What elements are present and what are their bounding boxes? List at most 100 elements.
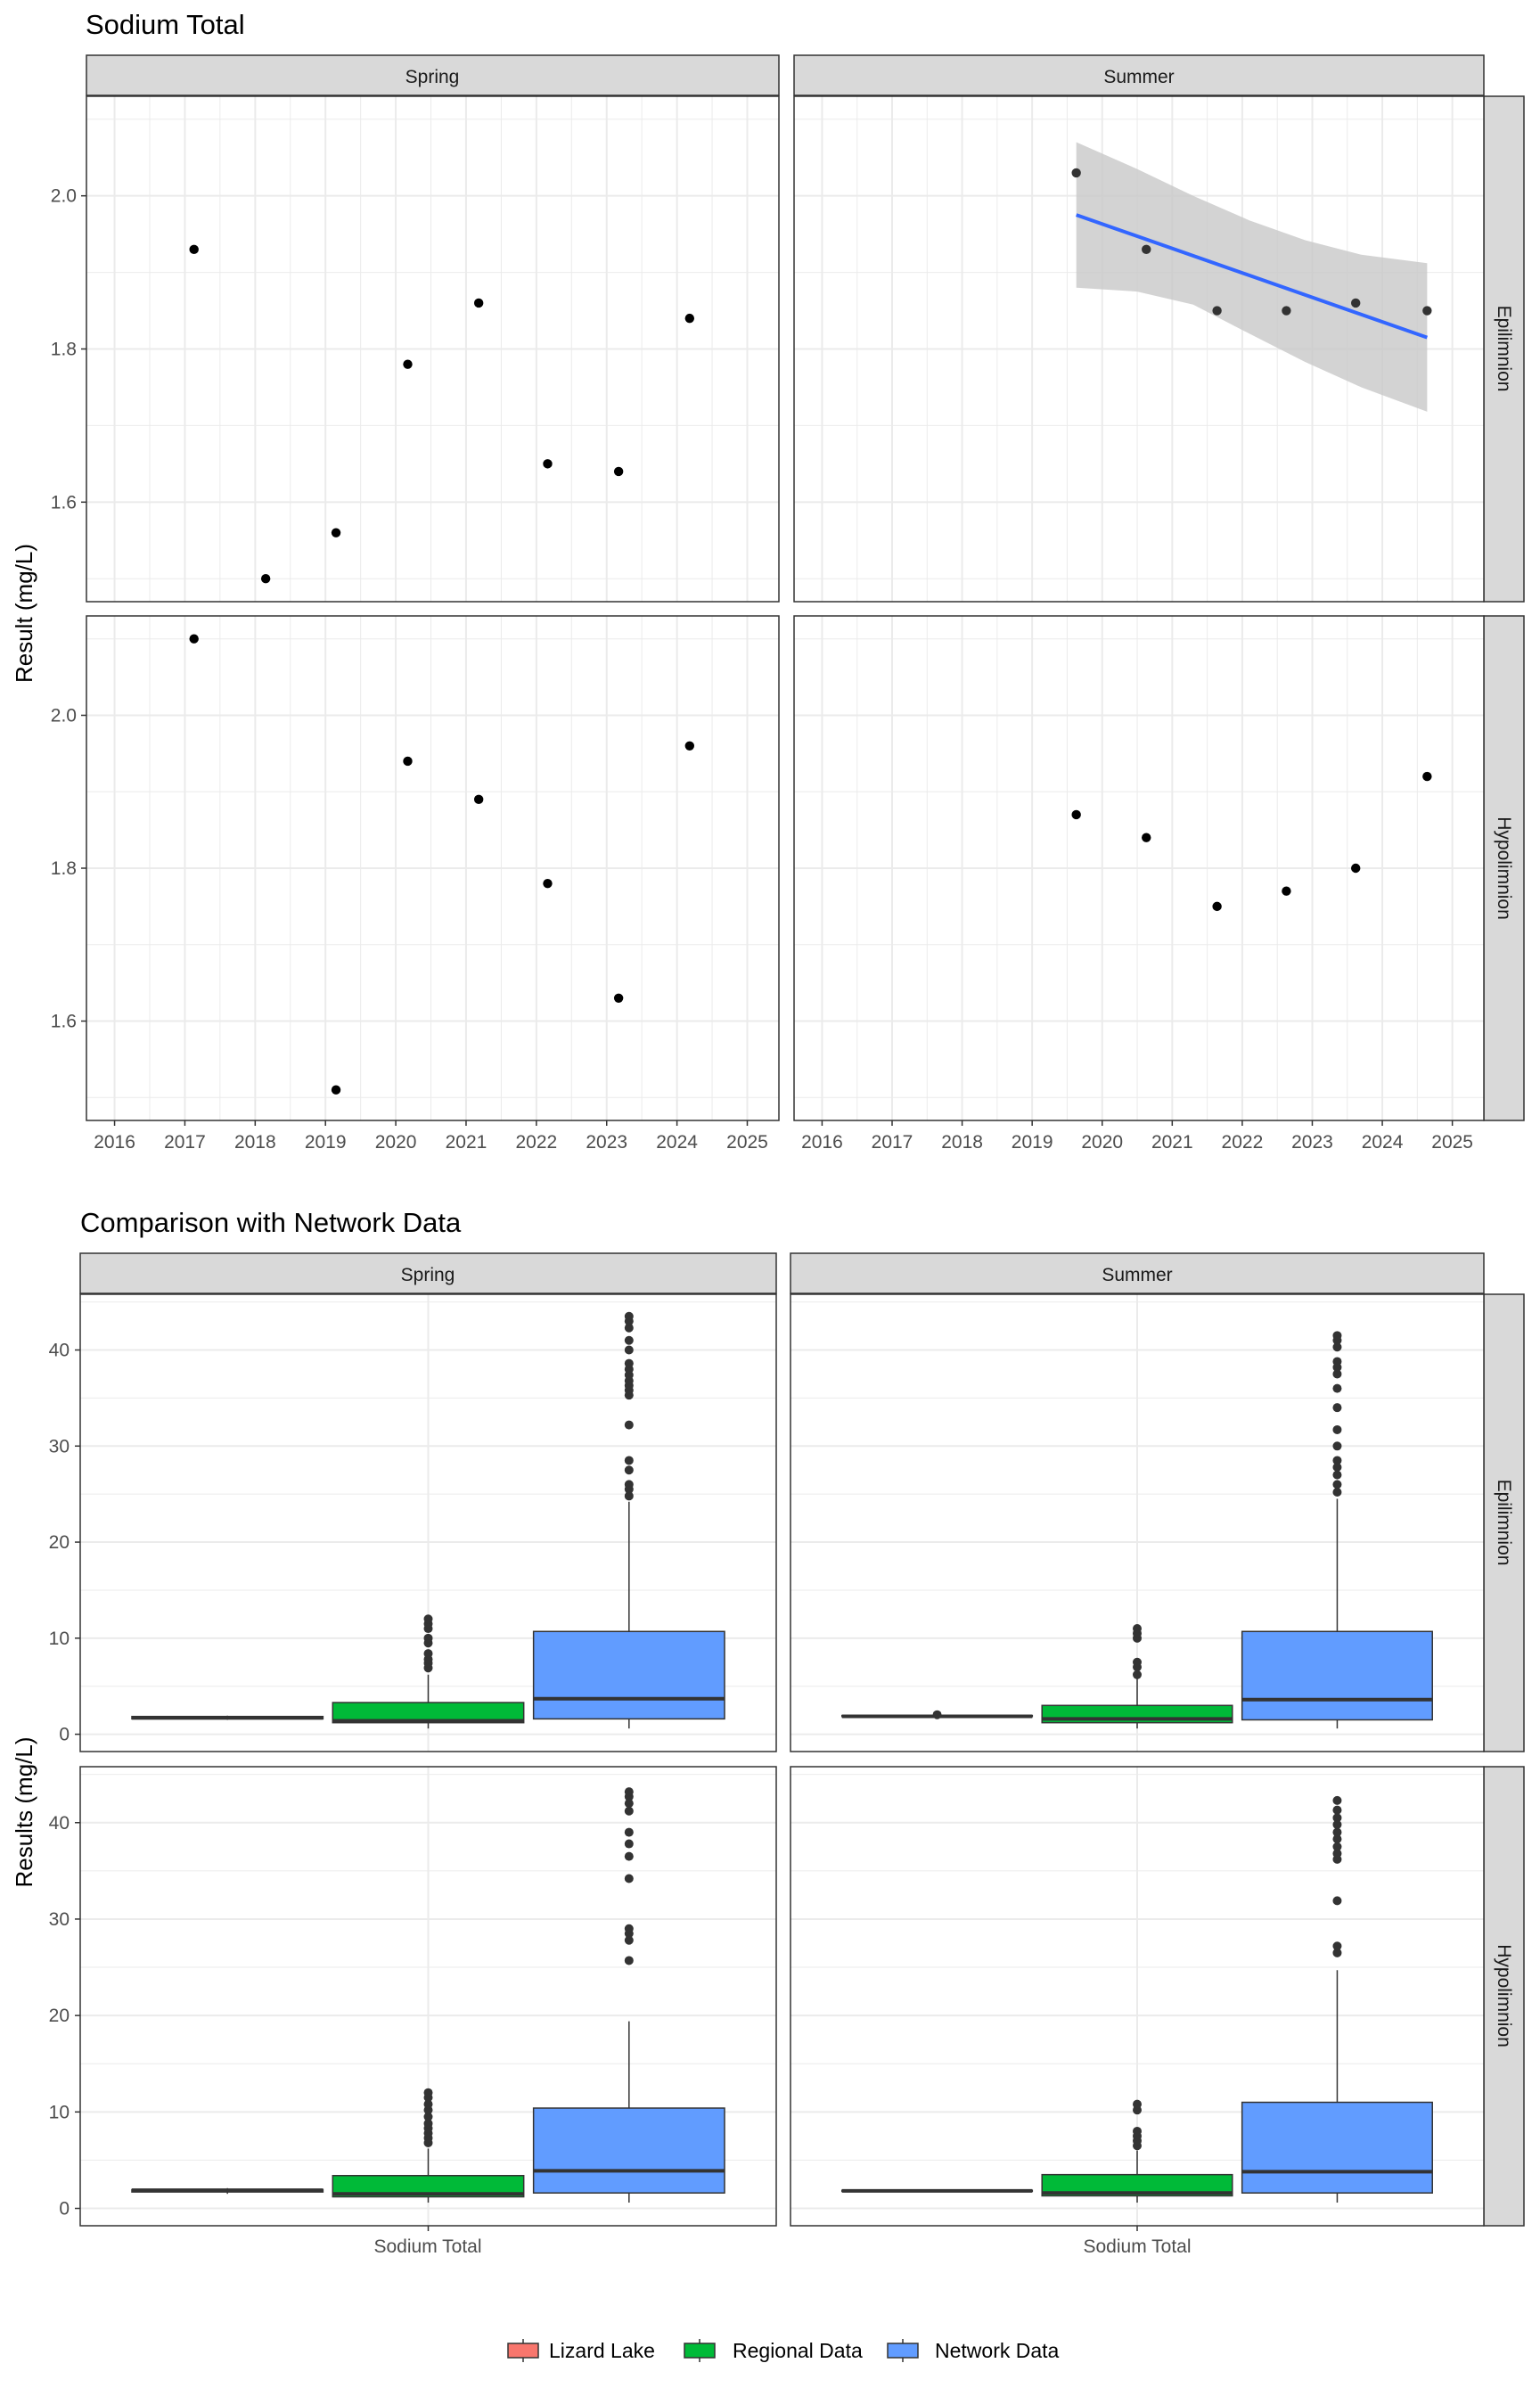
y-tick-label: 40: [49, 1341, 70, 1361]
chart1-y-axis-label: Result (mg/L): [11, 544, 37, 683]
outlier-network-data: [624, 1465, 634, 1475]
legend-swatch-network-data: [887, 2343, 919, 2359]
chart2-x-tick-label-spring: Sodium Total: [373, 2236, 481, 2257]
x-tick-label: 2016: [801, 1132, 843, 1153]
data-point: [1351, 863, 1361, 874]
outlier-network-data: [1332, 1369, 1342, 1379]
y-tick-label: 1.6: [51, 1012, 77, 1032]
y-tick-label: 10: [49, 1629, 70, 1649]
x-tick-label: 2024: [656, 1132, 698, 1153]
outlier-network-data: [1332, 1827, 1342, 1837]
panel-border: [790, 1293, 1485, 1752]
outlier-network-data: [1332, 1488, 1342, 1498]
outlier-network-data: [1332, 1834, 1342, 1844]
data-point: [189, 634, 199, 644]
outlier-network-data: [624, 1420, 634, 1430]
legend-label-lizard-lake: Lizard Lake: [549, 2339, 655, 2362]
data-point: [331, 1085, 341, 1095]
data-point: [403, 359, 413, 369]
x-tick-label: 2024: [1362, 1132, 1404, 1153]
x-tick-label: 2021: [446, 1132, 487, 1153]
data-point: [1142, 833, 1151, 842]
chart1-strip-epilimnion-label: Epilimnion: [1494, 306, 1514, 392]
box-regional-data: [1041, 2173, 1233, 2197]
chart2-strip-summer-label: Summer: [1102, 1265, 1172, 1285]
chart2-panel-spring-epilimnion: [79, 1293, 777, 1752]
outlier-network-data: [1332, 1795, 1342, 1805]
data-point: [403, 756, 413, 767]
outlier-network-data: [1332, 1441, 1342, 1451]
chart1-panel-summer-epilimnion: [793, 95, 1485, 603]
legend-item-lizard-lake: Lizard Lake: [507, 2339, 655, 2362]
x-tick-label: 2018: [941, 1132, 983, 1153]
legend-label-network-data: Network Data: [935, 2339, 1060, 2362]
outlier-network-data: [1332, 1456, 1342, 1465]
outlier-network-data: [624, 1851, 634, 1861]
legend-item-network-data: Network Data: [887, 2339, 1060, 2362]
data-point: [1212, 306, 1222, 316]
outlier-regional-data: [423, 2088, 433, 2097]
outlier-regional-data: [423, 1633, 433, 1643]
panel-border: [79, 1293, 777, 1752]
outlier-regional-data: [1133, 2126, 1142, 2136]
x-tick-label: 2016: [94, 1132, 135, 1153]
outlier-network-data: [1332, 1941, 1342, 1951]
x-tick-label: 2017: [164, 1132, 206, 1153]
chart2-strip-hypolimnion: Hypolimnion: [1483, 1766, 1525, 2227]
box-network-data: [1241, 2101, 1433, 2194]
outlier-network-data: [1332, 1813, 1342, 1823]
chart2-title: Comparison with Network Data: [80, 1207, 462, 1238]
outlier-network-data: [624, 1335, 634, 1345]
y-tick-label: 20: [49, 1532, 70, 1553]
chart1-x-axis: 2016 2017 2018 2019 2020 2021 2022 2023 2024 2025…: [94, 1120, 1473, 1153]
x-tick-label: 2020: [375, 1132, 417, 1153]
legend: Lizard Lake Regional Data Network Data: [507, 2339, 1060, 2362]
outlier-network-data: [624, 1456, 634, 1465]
chart1-strip-spring-label: Spring: [405, 67, 460, 87]
data-point: [331, 528, 341, 537]
y-tick-label: 1.8: [51, 858, 77, 879]
chart2-strip-epilimnion: Epilimnion: [1483, 1293, 1525, 1752]
outlier-network-data: [1332, 1462, 1342, 1472]
outlier-network-data: [624, 1345, 634, 1355]
outlier-network-data: [624, 1839, 634, 1849]
outlier-network-data: [1332, 1805, 1342, 1815]
data-point: [684, 313, 695, 324]
chart1-strip-spring: Spring: [86, 54, 780, 96]
outlier-network-data: [1332, 1403, 1342, 1413]
y-tick-label: 2.0: [51, 186, 77, 207]
y-tick-label: 1.6: [51, 492, 77, 513]
x-tick-label: 2023: [586, 1132, 627, 1153]
chart1-strip-hypolimnion-label: Hypolimnion: [1494, 816, 1514, 920]
outlier-regional-data: [423, 2112, 433, 2121]
data-point: [1282, 306, 1291, 316]
chart1-strip-summer: Summer: [793, 54, 1485, 96]
x-tick-label: 2023: [1291, 1132, 1333, 1153]
y-tick-label: 20: [49, 2006, 70, 2026]
outlier-network-data: [624, 1827, 634, 1837]
chart1-panel-spring-epilimnion: [86, 95, 780, 603]
y-tick-label: 10: [49, 2102, 70, 2122]
outlier-regional-data: [1133, 1670, 1142, 1679]
chart2-strip-spring-label: Spring: [401, 1265, 455, 1285]
chart1-title: Sodium Total: [86, 9, 245, 40]
legend-item-regional-data: Regional Data: [684, 2339, 863, 2362]
outlier-network-data: [624, 1956, 634, 1965]
data-point: [1282, 886, 1291, 896]
outlier-network-data: [1332, 1842, 1342, 1851]
x-tick-label: 2019: [305, 1132, 347, 1153]
outlier-network-data: [624, 1358, 634, 1368]
legend-label-regional-data: Regional Data: [733, 2339, 863, 2362]
chart2-panel-summer-epilimnion: [790, 1293, 1485, 1752]
y-tick-label: 0: [59, 2199, 70, 2220]
panel-border: [793, 615, 1485, 1121]
outlier-regional-data: [423, 1649, 433, 1659]
y-tick-label: 30: [49, 1436, 70, 1456]
outlier-network-data: [1332, 1849, 1342, 1859]
data-point: [1212, 901, 1222, 912]
outlier-network-data: [624, 1323, 634, 1333]
outlier-regional-data: [423, 1614, 433, 1624]
outlier-network-data: [1332, 1819, 1342, 1829]
x-tick-label: 2025: [1431, 1132, 1473, 1153]
trend-line: [1076, 213, 1429, 340]
